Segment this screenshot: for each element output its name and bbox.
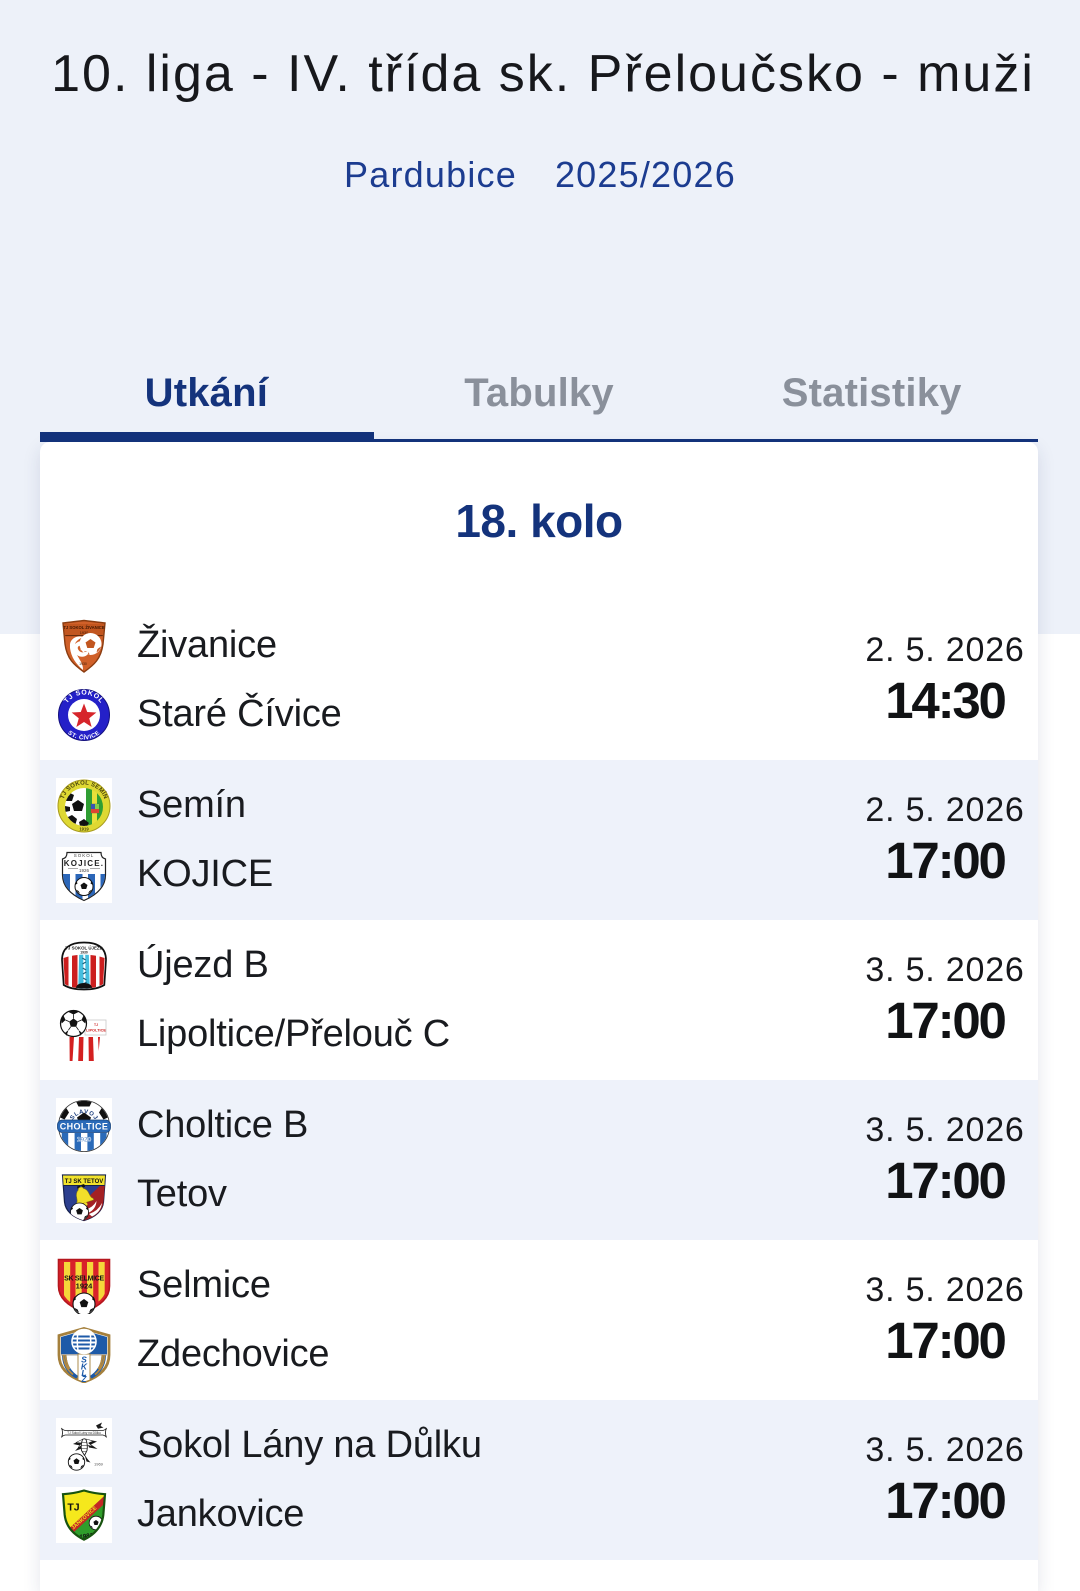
svg-text:1924: 1924 [76, 1282, 94, 1291]
svg-text:CHOLTICE: CHOLTICE [60, 1122, 109, 1132]
svg-text:TJ: TJ [94, 1023, 98, 1027]
svg-text:TJ SOKOL ÚJEZD: TJ SOKOL ÚJEZD [65, 946, 103, 951]
svg-text:Ž: Ž [81, 1375, 88, 1383]
svg-text:SK SELMICE: SK SELMICE [64, 1276, 104, 1283]
svg-text:1930: 1930 [80, 950, 88, 954]
svg-text:1969: 1969 [94, 1462, 104, 1467]
svg-text:TJ SK TETOV: TJ SK TETOV [65, 1179, 104, 1185]
svg-text:TJ Sokol Lány na Důlku: TJ Sokol Lány na Důlku [67, 1431, 101, 1435]
svg-text:LIPOLTICE: LIPOLTICE [86, 1028, 106, 1033]
svg-text:1930: 1930 [79, 662, 87, 666]
svg-text:SOKOL: SOKOL [74, 853, 95, 858]
svg-text:L: L [81, 1368, 86, 1378]
svg-text:1930: 1930 [80, 631, 88, 635]
svg-text:ST. ČÍVICE: ST. ČÍVICE [67, 730, 102, 741]
svg-text:1920: 1920 [77, 1137, 92, 1144]
svg-text:KOJICE.: KOJICE. [64, 859, 104, 868]
svg-text:1981: 1981 [79, 1532, 94, 1541]
svg-text:S: S [81, 1355, 87, 1365]
svg-text:K: K [81, 1362, 88, 1372]
svg-text:1919: 1919 [79, 827, 89, 832]
svg-text:1926: 1926 [79, 868, 90, 873]
svg-text:TJ SOKOL ŽIVANICE: TJ SOKOL ŽIVANICE [63, 625, 104, 630]
svg-text:TJ: TJ [67, 1502, 79, 1514]
